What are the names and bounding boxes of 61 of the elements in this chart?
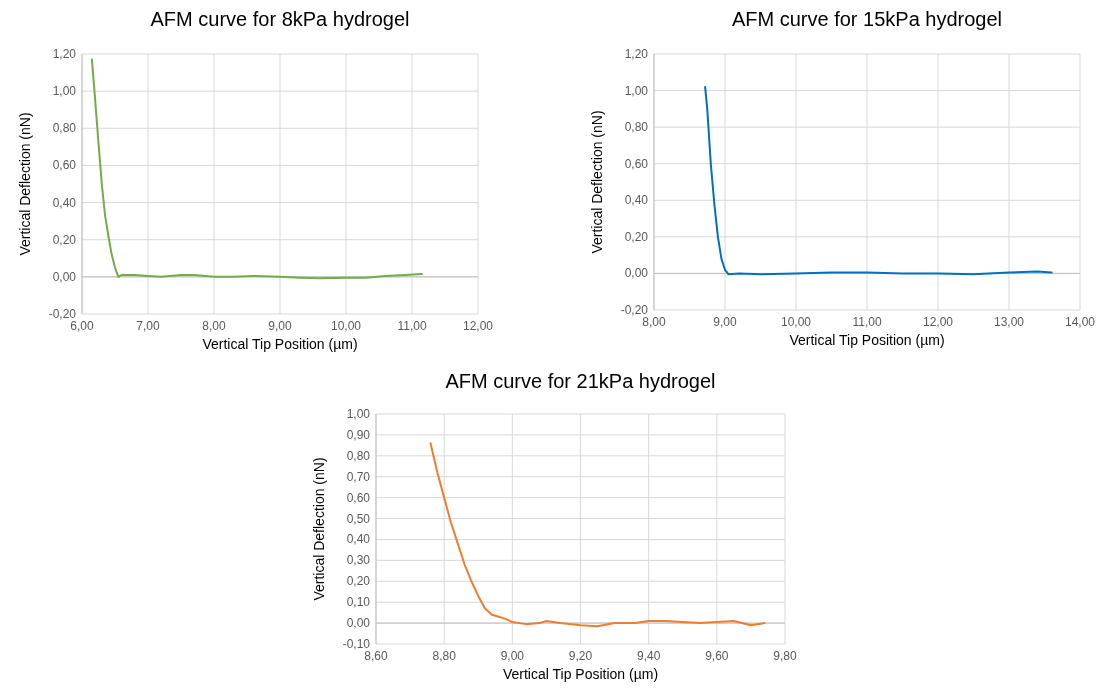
y-axis-title: Vertical Deflection (nN) [311, 457, 327, 601]
y-tick-label: 1,00 [52, 84, 77, 99]
x-tick-label: 8,00 [202, 319, 226, 333]
line-series [90, 58, 423, 280]
x-tick-label: 9,20 [568, 649, 593, 663]
y-tick-label: -0,10 [342, 637, 371, 651]
y-tick-label: 0,60 [346, 490, 371, 505]
y-tick-label: 1,00 [624, 83, 649, 98]
x-tick-label: 9,40 [636, 649, 661, 663]
y-tick-label: 0,00 [346, 616, 371, 631]
y-axis-title: Vertical Deflection (nN) [17, 112, 33, 256]
x-tick-label: 9,00 [500, 649, 525, 663]
x-tick-label: 6,00 [70, 319, 94, 333]
y-tick-label: 0,20 [624, 229, 649, 244]
y-tick-label: 0,40 [346, 532, 371, 547]
y-tick-label: 0,40 [52, 195, 77, 210]
y-tick-label: -0,20 [48, 307, 77, 321]
x-tick-label: 7,00 [136, 319, 160, 333]
y-tick-label: 0,90 [346, 427, 371, 442]
x-tick-label: 9,60 [705, 649, 729, 663]
x-tick-label: 11,00 [397, 319, 427, 333]
x-tick-label: 8,80 [432, 649, 457, 663]
x-axis-title: Vertical Tip Position (µm) [202, 336, 358, 352]
y-tick-label: 0,00 [624, 266, 649, 281]
line-series [704, 85, 1053, 276]
y-tick-label: 0,80 [346, 448, 371, 463]
chart-title: AFM curve for 15kPa hydrogel [731, 8, 1003, 30]
y-tick-label: 1,20 [52, 47, 77, 61]
x-axis-title: Vertical Tip Position (µm) [502, 666, 659, 682]
y-tick-label: 0,40 [624, 193, 649, 208]
y-tick-label: 0,80 [52, 121, 77, 136]
y-tick-label: 0,60 [52, 158, 77, 173]
y-tick-label: 0,20 [346, 574, 371, 589]
y-tick-label: 0,50 [346, 511, 371, 526]
y-axis-title: Vertical Deflection (nN) [589, 110, 605, 254]
line-series [429, 442, 766, 628]
chart-title: AFM curve for 21kPa hydrogel [445, 370, 716, 392]
y-tick-label: 1,20 [624, 47, 649, 61]
x-tick-label: 9,80 [773, 649, 797, 663]
x-tick-label: 9,00 [268, 319, 292, 333]
x-tick-label: 14,00 [1064, 315, 1096, 329]
x-tick-label: 11,00 [852, 315, 882, 329]
y-tick-label: 1,00 [346, 407, 371, 421]
x-tick-label: 12,00 [462, 319, 494, 333]
y-tick-label: 0,30 [346, 553, 371, 568]
y-tick-label: 0,00 [52, 269, 77, 284]
x-tick-label: 8,60 [364, 649, 388, 663]
chart-title: AFM curve for 8kPa hydrogel [150, 8, 410, 30]
y-tick-label: 0,20 [52, 232, 77, 247]
y-tick-label: 0,10 [346, 595, 371, 610]
x-tick-label: 10,00 [330, 319, 362, 333]
x-tick-label: 9,00 [713, 315, 737, 329]
y-tick-label: -0,20 [620, 303, 649, 317]
x-tick-label: 13,00 [993, 315, 1025, 329]
y-tick-label: 0,70 [346, 469, 371, 484]
x-tick-label: 8,00 [642, 315, 666, 329]
x-tick-label: 12,00 [922, 315, 954, 329]
x-axis-title: Vertical Tip Position (µm) [789, 332, 945, 348]
y-tick-label: 0,80 [624, 120, 649, 135]
x-tick-label: 10,00 [780, 315, 812, 329]
y-tick-label: 0,60 [624, 156, 649, 171]
